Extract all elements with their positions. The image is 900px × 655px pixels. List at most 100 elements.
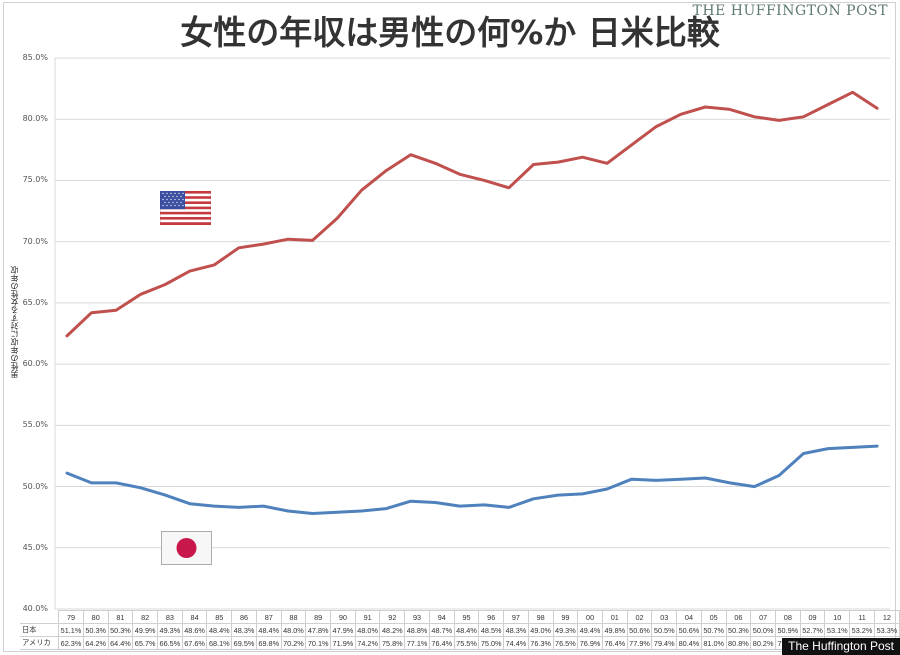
value-cell: 48.4% (255, 623, 282, 637)
y-tick-label: 40.0% (22, 604, 48, 613)
value-cell: 50.6% (626, 623, 653, 637)
value-cell: 69.8% (255, 636, 282, 650)
y-tick-label: 60.0% (22, 359, 48, 369)
value-cell: 80.8% (725, 636, 752, 650)
value-cell: 76.5% (552, 636, 579, 650)
gridlines (54, 57, 890, 610)
chart-frame (3, 2, 896, 652)
year-header-cell: 12 (873, 610, 900, 624)
year-header-cell: 84 (181, 610, 208, 624)
row-label: アメリカ (20, 636, 60, 650)
value-cell: 50.7% (700, 623, 727, 637)
value-cell: 49.3% (157, 623, 183, 637)
value-cell: 66.5% (157, 636, 183, 650)
year-header-cell: 02 (626, 610, 653, 624)
year-header-cell: 06 (725, 610, 752, 624)
value-cell: 65.7% (132, 636, 159, 650)
year-header-cell: 97 (503, 610, 529, 624)
year-header-cell: 05 (700, 610, 727, 624)
table-header-row: 79 80 81 82 83 84 85 86 87 88 89 90 91 92 93 94 95 96 97 98… (20, 610, 900, 624)
year-header-cell: 81 (107, 610, 134, 624)
value-cell: 49.8% (601, 623, 628, 637)
year-header-cell: 92 (379, 610, 406, 624)
year-header-cell: 95 (453, 610, 480, 624)
japan-flag-icon (161, 531, 212, 565)
value-cell: 71.9% (330, 636, 356, 650)
y-tick-label: 50.0% (22, 481, 48, 491)
value-cell: 62.3% (58, 636, 84, 650)
value-cell: 50.5% (651, 623, 678, 637)
value-cell: 64.2% (82, 636, 109, 650)
value-cell: 75.5% (453, 636, 480, 650)
year-header-cell: 11 (849, 610, 875, 624)
year-header-cell: 08 (774, 610, 801, 624)
year-header-cell: 90 (330, 610, 356, 624)
value-cell: 49.9% (132, 623, 159, 637)
value-cell: 80.2% (750, 636, 776, 650)
value-cell: 48.4% (206, 623, 233, 637)
year-header-cell: 87 (255, 610, 282, 624)
value-cell: 47.8% (305, 623, 332, 637)
year-header-cell: 94 (428, 610, 455, 624)
value-cell: 68.1% (206, 636, 233, 650)
y-tick-label: 55.0% (22, 420, 48, 430)
year-header-cell: 07 (750, 610, 776, 624)
value-cell: 67.6% (181, 636, 208, 650)
us-series-line (65, 90, 879, 338)
value-cell: 49.3% (552, 623, 579, 637)
value-cell: 77.9% (626, 636, 653, 650)
year-header-cell: 85 (206, 610, 233, 624)
chart-title: 女性の年収は男性の何%か 日米比較 (180, 13, 720, 52)
brand-logo: THE HUFFINGTON POST (692, 3, 888, 19)
japan-series-line (65, 444, 879, 515)
value-cell: 50.3% (107, 623, 134, 637)
value-cell: 48.3% (503, 623, 529, 637)
year-header-cell: 89 (305, 610, 332, 624)
value-cell: 53.3% (873, 623, 900, 637)
value-cell: 75.0% (478, 636, 505, 650)
year-header-cell: 82 (132, 610, 159, 624)
value-cell: 48.0% (354, 623, 381, 637)
year-header-cell: 79 (58, 610, 84, 624)
year-header-cell: 91 (354, 610, 381, 624)
value-cell: 70.1% (305, 636, 332, 650)
year-header-cell: 04 (676, 610, 702, 624)
year-header-cell: 09 (799, 610, 826, 624)
year-header-cell: 93 (404, 610, 430, 624)
value-cell: 50.3% (725, 623, 752, 637)
us-flag-icon (160, 191, 211, 225)
value-cell: 48.5% (478, 623, 505, 637)
value-cell: 80.4% (676, 636, 702, 650)
value-cell: 74.2% (354, 636, 381, 650)
y-tick-label: 65.0% (22, 297, 48, 307)
year-header-cell: 03 (651, 610, 678, 624)
row-label: 日本 (20, 623, 60, 637)
value-cell: 74.4% (503, 636, 529, 650)
year-header-cell: 01 (601, 610, 628, 624)
table-row: 日本 51.1% 50.3% 50.3% 49.9% 49.3% 48.6% 48.4% 48.… (20, 623, 900, 637)
year-header-cell: 83 (157, 610, 183, 624)
year-header-cell: 86 (231, 610, 257, 624)
value-cell: 64.4% (107, 636, 134, 650)
value-cell: 48.4% (453, 623, 480, 637)
year-header-cell: 88 (280, 610, 307, 624)
year-header-cell: 99 (552, 610, 579, 624)
year-header-cell: 96 (478, 610, 505, 624)
value-cell: 76.4% (601, 636, 628, 650)
value-cell: 51.1% (58, 623, 84, 637)
y-tick-label: 70.0% (22, 236, 48, 246)
value-cell: 50.9% (774, 623, 801, 637)
value-cell: 76.9% (577, 636, 603, 650)
value-cell: 75.8% (379, 636, 406, 650)
y-tick-label: 75.0% (22, 175, 48, 185)
y-tick-label: 45.0% (22, 542, 48, 552)
year-header-cell: 80 (82, 610, 109, 624)
value-cell: 52.7% (799, 623, 826, 637)
value-cell: 50.3% (82, 623, 109, 637)
value-cell: 79.4% (651, 636, 678, 650)
value-cell: 49.0% (527, 623, 554, 637)
value-cell: 48.6% (181, 623, 208, 637)
value-cell: 53.2% (849, 623, 875, 637)
value-cell: 48.3% (231, 623, 257, 637)
